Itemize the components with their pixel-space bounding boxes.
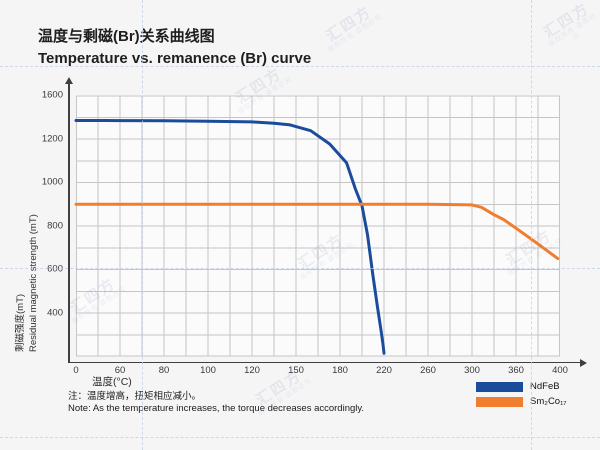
y-axis-title-en: Residual magnetic strength (mT) [28,214,39,352]
plot-area [74,95,560,357]
chart-title-en: Temperature vs. remanence (Br) curve [38,50,312,67]
footnote-en: Note: As the temperature increases, the … [68,403,365,414]
watermark-logo: 汇四方版权所有 盗图必究 [540,0,598,49]
x-tick-label: 80 [158,365,170,376]
y-tick-label: 600 [47,263,63,275]
x-tick-label: 0 [73,365,79,376]
series-line-smco [74,202,560,261]
x-axis-line [68,361,582,363]
x-tick-label: 150 [288,365,304,376]
legend-item: Sm₂Co₁₇ [476,396,567,407]
legend-item: NdFeB [476,381,567,392]
y-tick-label: 1600 [41,89,63,101]
x-tick-label: 220 [376,365,392,376]
x-tick-label: 100 [200,365,216,376]
x-tick-label: 400 [552,365,568,376]
chart-canvas [74,95,560,357]
y-axis-title-zh: 剩磁强度(mT) [15,293,26,352]
y-tick-label: 400 [47,307,63,318]
y-axis-line [68,82,70,362]
x-tick-label: 60 [114,365,126,376]
footnote-zh: 注：温度增高，扭矩相应减小。 [68,391,202,402]
x-tick-label: 260 [420,365,436,376]
y-axis-arrow-icon [65,77,73,84]
legend-swatch [476,396,523,407]
watermark-dashed-line [0,437,600,438]
legend-swatch [476,381,523,392]
legend-label: NdFeB [530,381,560,392]
x-tick-label: 360 [508,365,524,376]
x-tick-label: 300 [464,365,480,376]
watermark-logo: 汇四方版权所有 盗图必究 [323,3,384,54]
x-axis-arrow-icon [580,358,587,367]
legend: NdFeB Sm₂Co₁₇ [476,381,567,411]
x-tick-label: 120 [244,365,260,376]
y-tick-label: 1000 [41,176,63,188]
series-line-ndfeb [74,119,386,355]
footnotes: 注：温度增高，扭矩相应减小。 Note: As the temperature … [68,391,364,415]
chart-title-zh: 温度与剩磁(Br)关系曲线图 [38,28,215,45]
x-axis-title: 温度(°C) [92,376,132,388]
y-tick-label: 800 [47,220,63,231]
x-tick-label: 180 [332,365,348,376]
y-tick-label: 1200 [41,133,63,144]
legend-label: Sm₂Co₁₇ [530,396,567,407]
chart-titles: 温度与剩磁(Br)关系曲线图 Temperature vs. remanence… [38,26,311,70]
